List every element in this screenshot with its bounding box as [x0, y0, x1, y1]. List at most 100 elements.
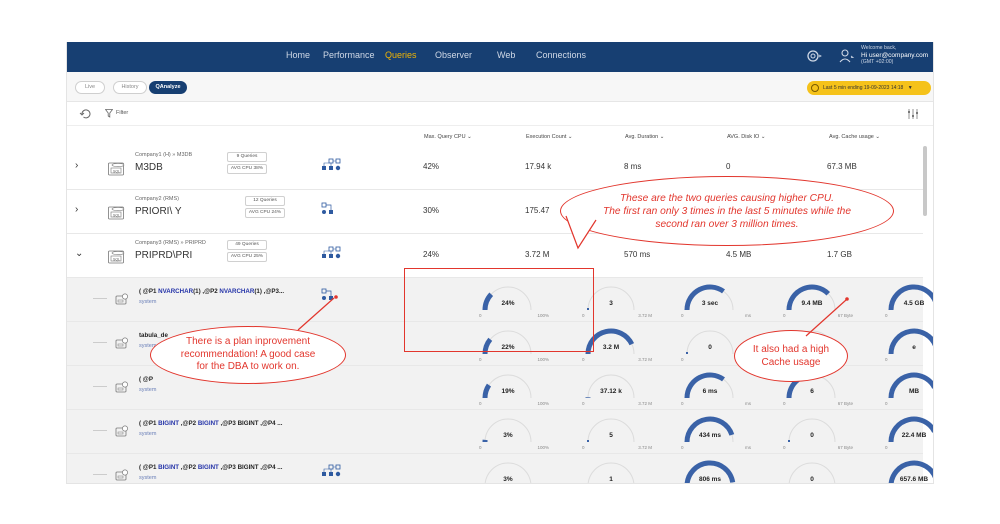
- nav-web[interactable]: Web: [497, 50, 516, 60]
- column-header-label: Avg. Cache usage: [829, 134, 874, 140]
- cache-gauge: e0127.7 KB: [883, 324, 933, 364]
- nav-queries[interactable]: Queries: [385, 50, 417, 60]
- query-text-part: NVARCHAR: [158, 288, 194, 295]
- query-text[interactable]: tabula_de: [139, 332, 168, 339]
- column-header-avg-duration[interactable]: Avg. Duration ⌄: [625, 134, 664, 140]
- chevron-right-icon[interactable]: ›: [75, 204, 79, 215]
- database-name: PRIPRD\PRI: [135, 250, 193, 261]
- cpu-gauge-min: 0: [479, 357, 482, 362]
- annotation-plan-bubble: There is a plan inprovement recommendati…: [150, 326, 346, 384]
- execution-plan-icon[interactable]: [321, 288, 335, 307]
- cpu-gauge-value: 19%: [501, 388, 515, 395]
- plan-pointer-dot: [334, 295, 338, 299]
- exec-count-gauge: 5 0 3.72 M: [580, 412, 652, 452]
- execution-plan-icon[interactable]: [321, 246, 343, 265]
- cpu-gauge-max: 100%: [537, 401, 549, 406]
- annotation-cpu-bubble: These are the two queries causing higher…: [560, 176, 894, 246]
- cache-gauge-min: 0: [885, 401, 888, 406]
- time-range-selector[interactable]: Last 5 min ending 19-09-2023 14:18 ▼: [807, 81, 931, 95]
- user-email: Hi user@company.com: [861, 52, 929, 59]
- duration-gauge-value: 3 sec: [701, 300, 719, 307]
- query-text-part: ,@P3 BIGINT ,@P4 ...: [218, 420, 283, 427]
- cpu-gauge: 24% 0 100%: [477, 280, 549, 320]
- cache-gauge: 22.4 MB0127.7 KB: [883, 412, 933, 452]
- duration-gauge-min: 0: [681, 401, 684, 406]
- query-text-part: ,@P2: [179, 420, 198, 427]
- cpu-gauge-value: 3%: [503, 432, 513, 439]
- filter-label[interactable]: Filter: [116, 110, 129, 116]
- settings-icon[interactable]: [804, 47, 822, 65]
- query-text[interactable]: ( @P1 BIGINT ,@P2 BIGINT ,@P3 BIGINT ,@P…: [139, 464, 282, 471]
- annotation-cpu-line: The first ran only 3 times in the last 5…: [602, 205, 851, 217]
- cache-gauge-value: 657.6 MB: [899, 476, 929, 483]
- column-header-disk-io[interactable]: AVG. Disk IO ⌄: [727, 134, 765, 140]
- query-text[interactable]: ( @P1 NVARCHAR(1) ,@P2 NVARCHAR(1) ,@P3.…: [139, 288, 284, 295]
- sql-database-icon: SQL: [108, 206, 128, 220]
- annotation-cache-line: It also had a high: [752, 344, 830, 355]
- queries-count-badge[interactable]: 49 Queries: [227, 240, 267, 250]
- annotation-cpu-line: These are the two queries causing higher…: [619, 192, 835, 204]
- chevron-down-icon: ⌄: [875, 134, 880, 140]
- query-text-part: ( @P1: [139, 420, 159, 427]
- query-schema-label: system: [139, 343, 157, 349]
- column-header-max-cpu[interactable]: Max. Query CPU ⌄: [424, 134, 472, 140]
- nav-performance[interactable]: Performance: [323, 50, 375, 60]
- mode-qanalyze[interactable]: QAnalyze: [149, 81, 187, 94]
- database-name: M3DB: [135, 162, 163, 173]
- filter-icon[interactable]: [105, 109, 113, 118]
- exec-count-gauge-max: 3.72 M: [638, 445, 652, 450]
- column-settings-icon[interactable]: [907, 108, 919, 120]
- mode-live[interactable]: Live: [75, 81, 105, 94]
- disk-io-gauge: 0 0 67 Byte: [781, 412, 853, 452]
- column-header-cache[interactable]: Avg. Cache usage ⌄: [829, 134, 880, 140]
- disk-io-gauge: 9.4 MB 0 67 Byte: [781, 280, 853, 320]
- query-row[interactable]: ( @P1 BIGINT ,@P2 BIGINT ,@P3 BIGINT ,@P…: [67, 454, 933, 483]
- disk-io-gauge-min: 0: [783, 401, 786, 406]
- disk-io-gauge-value: 0: [810, 476, 814, 483]
- chevron-right-icon[interactable]: ›: [75, 160, 79, 171]
- execution-plan-icon[interactable]: [321, 202, 335, 221]
- duration-gauge-min: 0: [681, 445, 684, 450]
- column-header-label: Execution Count: [526, 134, 567, 140]
- mode-history[interactable]: History: [113, 81, 147, 94]
- scrollbar[interactable]: [923, 146, 927, 216]
- cache-gauge-value: MB: [908, 388, 920, 395]
- database-path: Company3 (RMS) » PRIPRD: [135, 240, 206, 246]
- query-text[interactable]: ( @P1 BIGINT ,@P2 BIGINT ,@P3 BIGINT ,@P…: [139, 420, 282, 427]
- max-cpu-value: 30%: [423, 206, 440, 215]
- column-header-exec-count[interactable]: Execution Count ⌄: [526, 134, 573, 140]
- query-row[interactable]: ( @P1 NVARCHAR(1) ,@P2 NVARCHAR(1) ,@P3.…: [67, 278, 933, 322]
- cpu-gauge-max: 100%: [537, 357, 549, 362]
- disk-io-gauge-max: 67 Byte: [837, 313, 853, 318]
- nav-observer[interactable]: Observer: [435, 50, 473, 60]
- cache-gauge: MB0127.7 KB: [883, 368, 933, 408]
- cache-gauge-value: e: [912, 344, 916, 351]
- query-text-part: tabula_de: [139, 332, 168, 339]
- chevron-down-icon: ⌄: [567, 134, 573, 140]
- execution-plan-icon[interactable]: [321, 158, 343, 177]
- exec-count-gauge-value: 3.2 M: [602, 344, 620, 351]
- history-back-icon[interactable]: [79, 108, 93, 120]
- execution-plan-icon[interactable]: [321, 464, 343, 483]
- welcome-label: Welcome back,: [861, 45, 897, 51]
- chevron-down-icon: ⌄: [659, 134, 665, 140]
- query-row[interactable]: ( @P1 BIGINT ,@P2 BIGINT ,@P3 BIGINT ,@P…: [67, 410, 933, 454]
- avg-duration-value: 8 ms: [624, 162, 642, 171]
- query-text-part: ( @P: [139, 376, 153, 383]
- chevron-down-icon: ⌄: [467, 134, 472, 140]
- user-icon[interactable]: [837, 47, 855, 65]
- cpu-gauge: 22% 0 100%: [477, 324, 549, 364]
- chevron-down-icon[interactable]: ⌄: [75, 248, 84, 259]
- nav-home[interactable]: Home: [286, 50, 311, 60]
- query-schema-label: system: [139, 431, 157, 437]
- queries-count-badge[interactable]: 9 Queries: [227, 152, 267, 162]
- query-text[interactable]: ( @P: [139, 376, 153, 383]
- nav-connections[interactable]: Connections: [536, 50, 587, 60]
- database-path: Company2 (RMS): [135, 196, 180, 202]
- database-name: PRIORI\ Y: [135, 206, 182, 217]
- exec-count-value: 3.72 M: [525, 250, 550, 259]
- disk-io-gauge-min: 0: [783, 313, 786, 318]
- query-text-part: ( @P1: [139, 464, 159, 471]
- queries-count-badge[interactable]: 12 Queries: [245, 196, 285, 206]
